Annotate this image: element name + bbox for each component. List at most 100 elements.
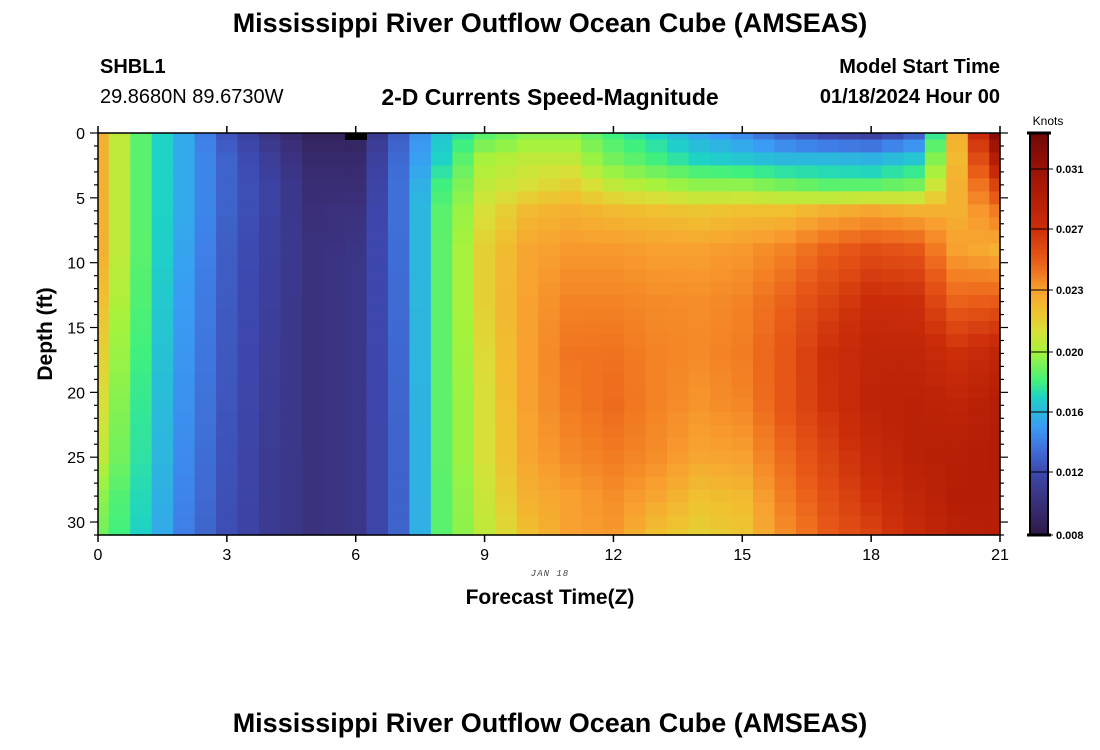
heatmap-cell [538,217,561,231]
heatmap-cell [237,256,260,270]
heatmap-cell [194,308,217,322]
heatmap-cell [495,398,518,413]
heatmap-cell [130,437,153,452]
heatmap-cell [774,230,797,244]
y-tick-label: 0 [76,126,85,143]
heatmap-cell [473,489,496,504]
colorbar-segment [1030,223,1048,226]
heatmap-cell [645,502,668,517]
heatmap-cell [946,346,969,361]
heatmap-cell [881,515,904,530]
heatmap-cell [989,359,1001,374]
colorbar-segment [1030,173,1048,176]
heatmap-cell [645,308,668,322]
heatmap-cell [366,133,389,141]
colorbar-segment [1030,327,1048,330]
heatmap-cell [774,398,797,413]
colorbar-segment [1030,269,1048,272]
heatmap-cell [967,204,990,218]
heatmap-cell [452,346,475,361]
heatmap-cell [795,463,819,478]
heatmap-cell [817,502,840,517]
heatmap-cell [323,334,346,348]
heatmap-cell [516,346,539,361]
heatmap-cell [538,437,561,452]
heatmap-cell [795,308,819,322]
heatmap-cell [495,489,518,504]
heatmap-cell [302,217,325,231]
heatmap-cell [344,398,368,413]
heatmap-cell [280,528,303,536]
heatmap-cell [259,256,282,270]
heatmap-cell [108,204,131,218]
heatmap-cell [280,308,303,322]
heatmap-cell [688,437,711,452]
heatmap-cell [688,463,711,478]
heatmap-cell [452,243,475,257]
heatmap-cell [302,165,325,179]
heatmap-cell [538,476,561,491]
x-tick-label: 9 [480,547,489,564]
heatmap-cell [302,476,325,491]
heatmap-cell [344,152,368,167]
heatmap-cell [795,139,819,154]
heatmap-cell [967,450,990,465]
colorbar-segment [1030,453,1048,456]
heatmap-cell [130,256,153,270]
heatmap-cell [946,450,969,465]
heatmap-cell [946,230,969,244]
heatmap-cell [688,515,711,530]
heatmap-cell [151,346,174,361]
heatmap-cell [645,489,668,504]
heatmap-cell [259,450,282,465]
heatmap-cell [259,424,282,439]
heatmap-cell [581,411,604,426]
heatmap-cell [989,502,1001,517]
heatmap-cell [473,346,496,361]
heatmap-cell [430,139,453,154]
heatmap-cell [924,269,947,283]
heatmap-cell [516,178,539,192]
heatmap-cell [559,489,582,504]
heatmap-cell [216,334,239,348]
heatmap-cell [967,502,990,517]
heatmap-cell [753,139,776,154]
colorbar-segment [1030,451,1048,454]
heatmap-cell [409,398,432,413]
heatmap-cell [430,178,453,192]
heatmap-cell [881,178,904,192]
heatmap-cell [838,295,862,309]
heatmap-cell [731,269,754,283]
heatmap-cell [602,243,625,257]
heatmap-cell [344,450,368,465]
heatmap-cell [967,372,990,387]
heatmap-cell [989,346,1001,361]
heatmap-cell [989,411,1001,426]
heatmap-cell [881,528,904,536]
heatmap-cell [624,178,647,192]
heatmap-cell [860,269,883,283]
heatmap-cell [344,295,368,309]
heatmap-cell [838,398,862,413]
heatmap-cell [495,308,518,322]
heatmap-cell [688,450,711,465]
heatmap-cell [602,295,625,309]
heatmap-cell [216,359,239,374]
heatmap-cell [237,463,260,478]
heatmap-cell [216,308,239,322]
x-tick-label: 15 [733,547,751,564]
heatmap-cell [946,437,969,452]
heatmap-cell [903,178,926,192]
heatmap-cell [838,204,862,218]
heatmap-cell [344,269,368,283]
heatmap-cell [495,385,518,400]
heatmap-cell [731,450,754,465]
heatmap-cell [817,450,840,465]
colorbar-segment [1030,315,1048,318]
heatmap-cell [903,295,926,309]
heatmap-cell [280,450,303,465]
heatmap-cell [903,308,926,322]
heatmap-cell [323,204,346,218]
heatmap-cell [667,411,690,426]
station-id: SHBL1 [100,56,166,78]
